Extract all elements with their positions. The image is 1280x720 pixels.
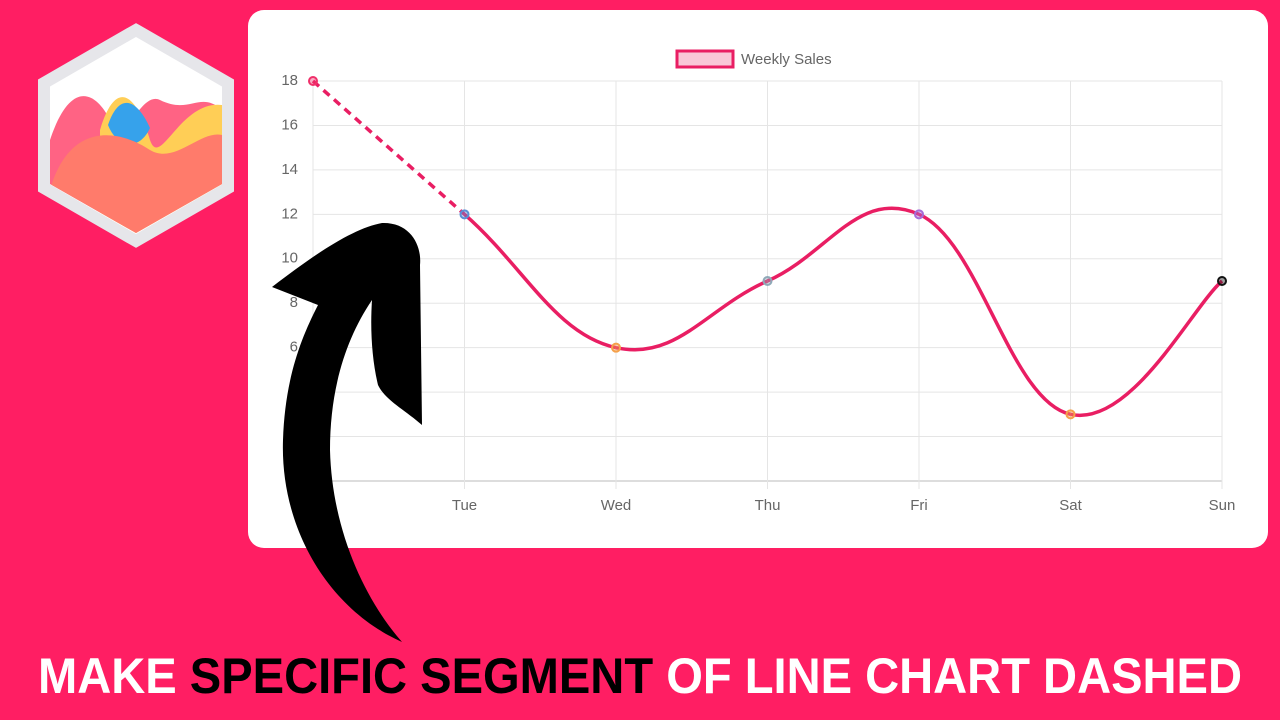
line-segment: [1070, 279, 1224, 418]
x-tick-label: Thu: [755, 497, 781, 514]
x-tick-label: Sun: [1209, 497, 1236, 514]
y-tick-label: 16: [281, 116, 298, 133]
point: [308, 76, 318, 86]
x-tick-label: Wed: [601, 497, 632, 514]
x-tick-label: Sat: [1059, 497, 1082, 514]
y-tick-label: 14: [281, 161, 298, 178]
point: [459, 209, 470, 220]
point: [1065, 409, 1076, 420]
point: [611, 342, 621, 353]
line-segment: [615, 279, 769, 352]
y-tick-label: 10: [281, 250, 298, 267]
line-segment: [918, 212, 1071, 417]
y-tick-label: 18: [281, 72, 298, 89]
point: [914, 209, 924, 220]
arrow: [272, 222, 422, 642]
x-tick-label: Fri: [910, 497, 928, 514]
line-segment: [463, 213, 617, 350]
y-tick-label: 6: [290, 339, 298, 356]
y-tick-label: 8: [290, 294, 298, 311]
headline-part: MAKE: [38, 648, 190, 704]
legend: Weekly Sales: [675, 49, 832, 69]
x-tick-label: Tue: [452, 497, 477, 514]
headline-highlight: SPECIFIC SEGMENT: [190, 648, 653, 704]
point: [762, 276, 773, 286]
point: [1217, 276, 1227, 286]
legend-label: Weekly Sales: [741, 51, 832, 68]
chart-card: [248, 10, 1268, 548]
headline-part: OF LINE CHART DASHED: [653, 648, 1242, 704]
line-segment: [311, 79, 466, 216]
headline: MAKE SPECIFIC SEGMENT OF LINE CHART DASH…: [38, 648, 1242, 704]
line-segment: [766, 206, 920, 283]
y-tick-label: 12: [281, 205, 298, 222]
legend-swatch: [675, 49, 735, 69]
logo: [38, 23, 234, 248]
